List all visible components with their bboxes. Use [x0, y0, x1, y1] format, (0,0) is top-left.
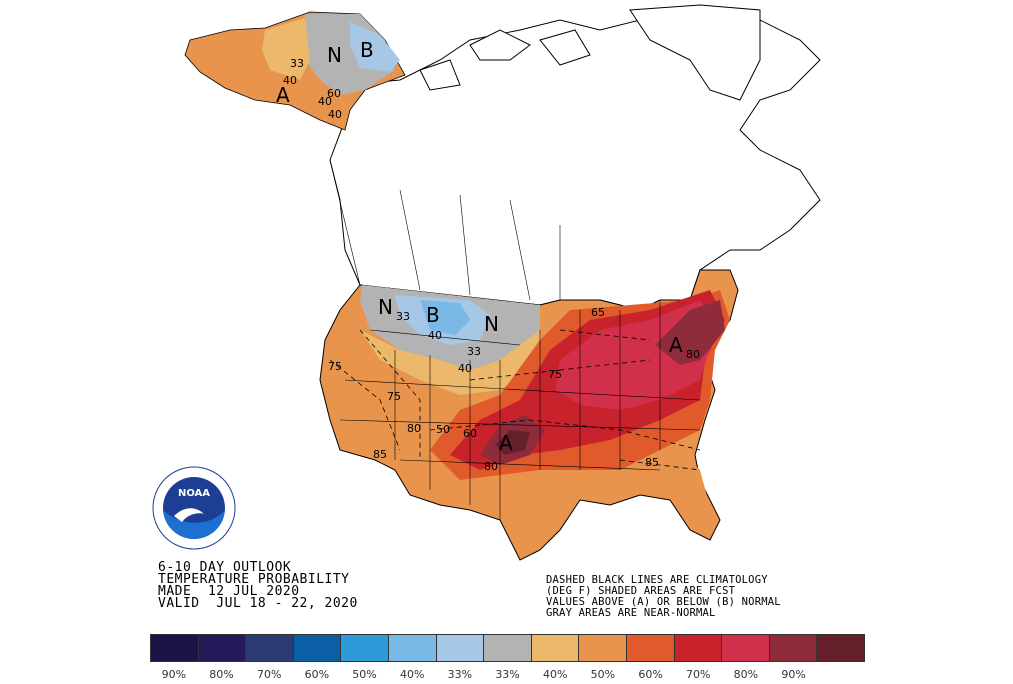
title-line: VALID JUL 18 - 22, 2020	[158, 596, 358, 611]
nw-b-label: B	[426, 303, 440, 327]
legend-label: 70%	[256, 668, 282, 681]
contour-label: 33	[396, 310, 410, 323]
legend-swatch	[817, 635, 864, 661]
contour-label: 75	[328, 360, 342, 373]
legend-swatch	[769, 635, 818, 661]
legend-label: 90%	[781, 668, 806, 681]
contour-label: 75	[387, 390, 401, 403]
contour-label: 40	[283, 74, 297, 87]
alaska-above-light	[262, 18, 310, 80]
contour-label: 60	[463, 427, 477, 440]
contour-label: 80	[686, 348, 700, 361]
note-line: GRAY AREAS ARE NEAR-NORMAL	[546, 607, 716, 619]
legend-swatch	[151, 635, 199, 661]
noaa-logo: NOAA	[152, 466, 236, 550]
noaa-logo-text: NOAA	[178, 488, 210, 499]
contour-label: 75	[548, 368, 562, 381]
legend-label: 33%	[495, 668, 520, 681]
title-line: MADE 12 JUL 2020	[158, 584, 300, 599]
contour-label: 80	[484, 460, 498, 473]
outlook-title-block: 6-10 DAY OUTLOOK TEMPERATURE PROBABILITY…	[158, 560, 358, 611]
legend-label	[817, 668, 865, 681]
legend-swatch	[484, 635, 532, 661]
conus-above-50-se	[640, 450, 712, 525]
legend-swatch	[531, 635, 580, 661]
alaska-a-label: A	[276, 83, 290, 107]
legend-swatch	[436, 635, 485, 661]
legend-swatch	[579, 635, 627, 661]
contour-label: 33	[467, 345, 481, 358]
legend-label: 33%	[447, 668, 473, 681]
legend-label: 40%	[399, 668, 425, 681]
nw-n-label: N	[378, 295, 393, 319]
greenland-landmass	[629, 4, 761, 101]
legend-swatch	[198, 635, 247, 661]
legend-label: 80%	[733, 668, 759, 681]
legend-swatches	[150, 634, 865, 662]
contour-label: 33	[290, 57, 304, 70]
contour-label: 40	[428, 329, 442, 342]
conus-above-top	[495, 430, 530, 455]
legend-labels: 90% 80% 70% 60% 50% 40% 33% 33% 40% 50% 60% 70% 80% 9…	[150, 668, 865, 681]
contour-label: 85	[645, 456, 659, 469]
alaska-below	[350, 22, 400, 72]
outlook-map: A B N A N B N A 33 40 60 40 40 33 40 33 …	[184, 4, 821, 561]
contour-label: 40	[328, 108, 342, 121]
climatology-lines	[329, 329, 701, 471]
alaska-b-label: B	[360, 38, 374, 62]
ne-a-label: A	[669, 333, 683, 357]
contour-label: 50	[436, 423, 450, 436]
probability-legend: 90% 80% 70% 60% 50% 40% 33% 33% 40% 50% 60% 70% 80% 9…	[150, 634, 865, 681]
conus-above-90-ne	[655, 300, 725, 365]
contour-label: 80	[407, 422, 421, 435]
legend-label: 80%	[209, 668, 234, 681]
state-lines	[329, 159, 701, 520]
contour-label: 40	[318, 95, 332, 108]
legend-label: 70%	[686, 668, 711, 681]
plains-a-label: A	[499, 431, 513, 455]
legend-swatch	[626, 635, 675, 661]
title-line: 6-10 DAY OUTLOOK	[158, 560, 292, 575]
contour-label: 65	[591, 306, 605, 319]
arctic-islands	[419, 29, 591, 91]
note-line: (DEG F) SHADED AREAS ARE FCST	[546, 585, 736, 597]
legend-label: 90%	[161, 668, 187, 681]
legend-swatch	[674, 635, 723, 661]
contour-label: 85	[373, 448, 387, 461]
conus-below-core	[420, 300, 470, 335]
legend-swatch	[722, 635, 770, 661]
title-line: TEMPERATURE PROBABILITY	[158, 572, 350, 587]
contour-label: 40	[458, 362, 472, 375]
legend-swatch	[388, 635, 437, 661]
contour-label: 60	[327, 87, 341, 100]
legend-label: 50%	[590, 668, 616, 681]
np-n-label: N	[484, 312, 499, 336]
legend-swatch	[246, 635, 294, 661]
note-line: VALUES ABOVE (A) OR BELOW (B) NORMAL	[546, 596, 781, 608]
map-canvas: A B N A N B N A 33 40 60 40 40 33 40 33 …	[184, 4, 821, 561]
conus-above-33	[360, 330, 545, 395]
legend-label: 50%	[352, 668, 377, 681]
legend-label: 40%	[542, 668, 568, 681]
legend-label: 60%	[638, 668, 663, 681]
alaska-n-label: N	[327, 43, 342, 67]
legend-swatch	[341, 635, 389, 661]
legend-label: 60%	[304, 668, 330, 681]
note-line: DASHED BLACK LINES ARE CLIMATOLOGY	[546, 574, 768, 586]
legend-swatch	[293, 635, 342, 661]
legend-notes: DASHED BLACK LINES ARE CLIMATOLOGY (DEG …	[546, 575, 781, 619]
